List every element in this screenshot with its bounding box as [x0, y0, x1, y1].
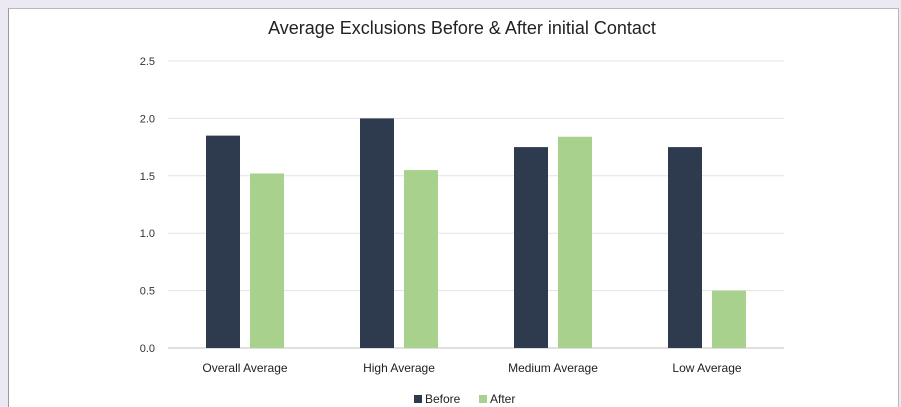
legend-swatch-before: [414, 395, 422, 403]
y-tick-label: 0.5: [140, 286, 155, 298]
legend-swatch-after: [479, 395, 487, 403]
chart-title: Average Exclusions Before & After initia…: [268, 18, 656, 38]
y-tick-label: 1.0: [140, 228, 155, 240]
bar-after-3: [558, 136, 592, 348]
x-category-label: Overall Average: [202, 361, 287, 375]
legend-label-after: After: [490, 392, 515, 406]
bar-before-3: [514, 147, 548, 348]
chart-frame: [8, 8, 899, 407]
y-tick-label: 0.0: [140, 343, 155, 355]
category-labels: Overall Average High Average Medium Averag…: [202, 361, 741, 375]
bar-after-4: [712, 290, 746, 348]
legend: Before After: [414, 392, 515, 406]
bar-before-4: [668, 147, 702, 348]
bar-after-1: [250, 173, 284, 348]
legend-label-before: Before: [425, 392, 461, 406]
bar-before-1: [206, 135, 240, 348]
y-tick-label: 1.5: [140, 171, 155, 183]
x-category-label: Low Average: [672, 361, 741, 375]
bar-after-2: [404, 170, 438, 348]
y-tick-label: 2.0: [140, 113, 155, 125]
x-category-label: Medium Average: [508, 361, 598, 375]
y-axis-ticks: 0.0 0.5 1.0 1.5 2.0 2.5: [140, 56, 155, 355]
x-category-label: High Average: [363, 361, 435, 375]
bar-before-2: [360, 118, 394, 349]
bars: [206, 118, 746, 349]
y-tick-label: 2.5: [140, 56, 155, 68]
